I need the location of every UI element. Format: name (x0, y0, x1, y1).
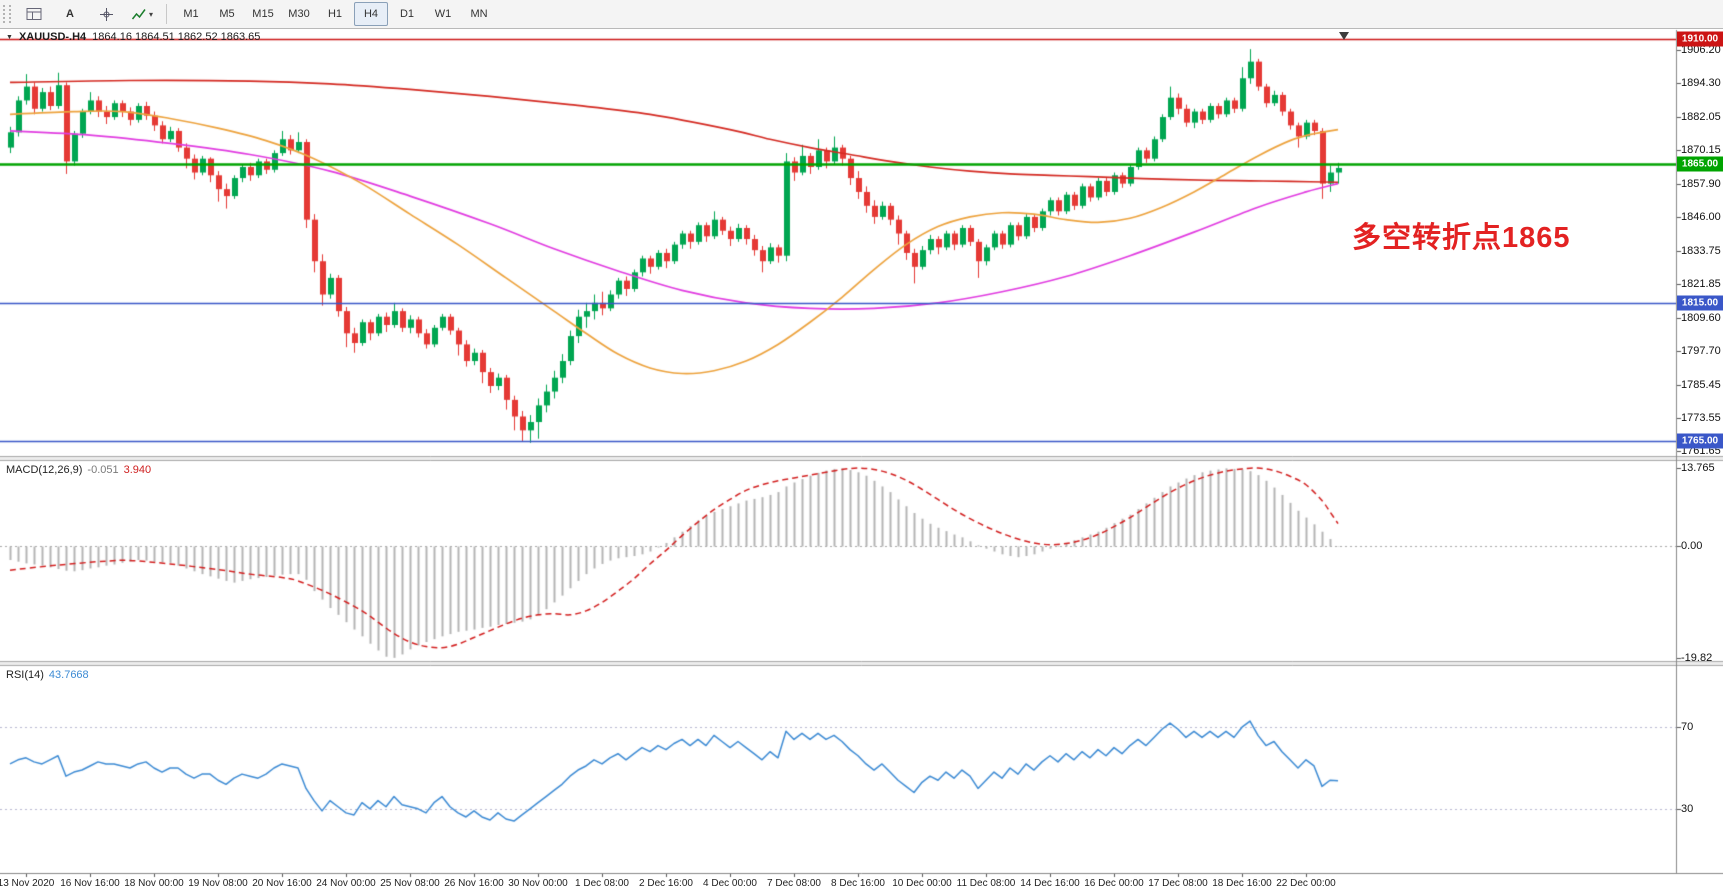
price-axis-label: 1797.70 (1681, 344, 1721, 357)
timeframe-m30[interactable]: M30 (288, 8, 310, 20)
timeframe-d1[interactable]: D1 (399, 8, 415, 20)
time-axis-label: 7 Dec 08:00 (767, 878, 821, 889)
time-axis-label: 18 Dec 16:00 (1212, 878, 1272, 889)
time-axis-label: 10 Dec 00:00 (892, 878, 952, 889)
rsi-name: RSI(14) (6, 669, 44, 681)
chart-window-icon (26, 7, 42, 21)
price-axis-label: 1773.55 (1681, 411, 1721, 424)
time-axis-label: 2 Dec 16:00 (639, 878, 693, 889)
macd-name: MACD(12,26,9) (6, 464, 83, 476)
price-marker-1865.00: 1865.00 (1677, 156, 1723, 172)
dropdown-caret-icon: ▾ (148, 9, 153, 19)
rsi-scale-label: 70 (1681, 721, 1694, 734)
time-axis-label: 17 Dec 08:00 (1148, 878, 1208, 889)
macd-value-main: -0.051 (87, 464, 119, 476)
macd-scale-label: -19.82 (1681, 651, 1713, 664)
time-axis-label: 18 Nov 00:00 (124, 878, 184, 889)
text-tool-label: A (66, 8, 74, 20)
time-axis-label: 4 Dec 00:00 (703, 878, 757, 889)
rsi-label: RSI(14) 43.7668 (6, 669, 94, 681)
time-axis-label: 16 Nov 16:00 (60, 878, 120, 889)
time-axis-label: 20 Nov 16:00 (252, 878, 312, 889)
symbol-caret-icon: ▼ (6, 33, 13, 41)
timeframe-h4[interactable]: H4 (354, 2, 388, 26)
macd-label: MACD(12,26,9) -0.051 3.940 (6, 464, 156, 476)
text-annotation-button[interactable]: A (53, 2, 87, 26)
price-axis-label: 1821.85 (1681, 277, 1721, 290)
timeframe-m1[interactable]: M1 (183, 8, 199, 20)
time-axis-label: 11 Dec 08:00 (956, 878, 1016, 889)
rsi-value: 43.7668 (48, 669, 89, 681)
price-marker-1765.00: 1765.00 (1677, 433, 1723, 449)
indicators-button[interactable]: ▾ (125, 2, 159, 26)
timeframe-w1[interactable]: W1 (434, 8, 452, 20)
price-axis[interactable]: 1906.20 1894.30 1882.05 1870.15 1857.90 1846.… (1677, 30, 1723, 874)
price-axis-label: 1857.90 (1681, 177, 1721, 190)
time-axis-label: 16 Dec 00:00 (1084, 878, 1144, 889)
price-axis-label: 1846.00 (1681, 210, 1721, 223)
chart-ohlc-title: ▼ XAUUSD-.H4 1864.16 1864.51 1862.52 186… (6, 31, 260, 43)
chart-shift-marker[interactable] (1339, 32, 1349, 40)
toolbar-grip[interactable] (3, 5, 11, 23)
price-axis-label: 1882.05 (1681, 110, 1721, 123)
time-axis-label: 13 Nov 2020 (0, 878, 55, 889)
time-axis-label: 30 Nov 00:00 (508, 878, 568, 889)
time-axis-label: 24 Nov 00:00 (316, 878, 376, 889)
time-axis-label: 26 Nov 16:00 (444, 878, 504, 889)
timeframe-m15[interactable]: M15 (252, 8, 274, 20)
crosshair-icon (99, 7, 114, 22)
timeframe-m5[interactable]: M5 (219, 8, 235, 20)
price-axis-label: 1809.60 (1681, 311, 1721, 324)
time-axis-label: 1 Dec 08:00 (575, 878, 629, 889)
time-axis-label: 8 Dec 16:00 (831, 878, 885, 889)
timeframe-h1[interactable]: H1 (327, 8, 343, 20)
macd-scale-label: 0.00 (1681, 539, 1703, 552)
ohlc-values: 1864.16 1864.51 1862.52 1863.65 (92, 31, 261, 43)
timeframe-buttons: M1 M5 M15 M30 H1 H4 D1 W1 MN (173, 2, 497, 26)
time-axis[interactable]: 13 Nov 2020 16 Nov 16:00 18 Nov 00:00 19 No… (0, 874, 1676, 894)
price-axis-label: 1870.15 (1681, 143, 1721, 156)
macd-value-signal: 3.940 (123, 464, 152, 476)
price-marker-1910.00: 1910.00 (1677, 31, 1723, 47)
symbol-label: XAUUSD-.H4 (18, 31, 87, 43)
time-axis-label: 22 Dec 00:00 (1276, 878, 1336, 889)
toolbar-separator (166, 4, 167, 24)
price-axis-label: 1894.30 (1681, 76, 1721, 89)
price-axis-label: 1785.45 (1681, 378, 1721, 391)
indicators-icon (131, 7, 147, 21)
price-marker-1815.00: 1815.00 (1677, 295, 1723, 311)
toolbar: A ▾ M1 M5 M15 M30 H1 H4 D1 W1 MN (0, 0, 1723, 29)
crosshair-button[interactable] (89, 2, 123, 26)
time-axis-label: 14 Dec 16:00 (1020, 878, 1080, 889)
price-axis-label: 1833.75 (1681, 244, 1721, 257)
macd-scale-label: 13.765 (1681, 461, 1715, 474)
chart-window-button[interactable] (17, 2, 51, 26)
timeframe-mn[interactable]: MN (470, 8, 488, 20)
time-axis-label: 19 Nov 08:00 (188, 878, 248, 889)
annotation-text[interactable]: 多空转折点1865 (1352, 222, 1571, 254)
time-axis-label: 25 Nov 08:00 (380, 878, 440, 889)
rsi-scale-label: 30 (1681, 802, 1694, 815)
price-axis-label: 1906.20 (1681, 43, 1721, 56)
